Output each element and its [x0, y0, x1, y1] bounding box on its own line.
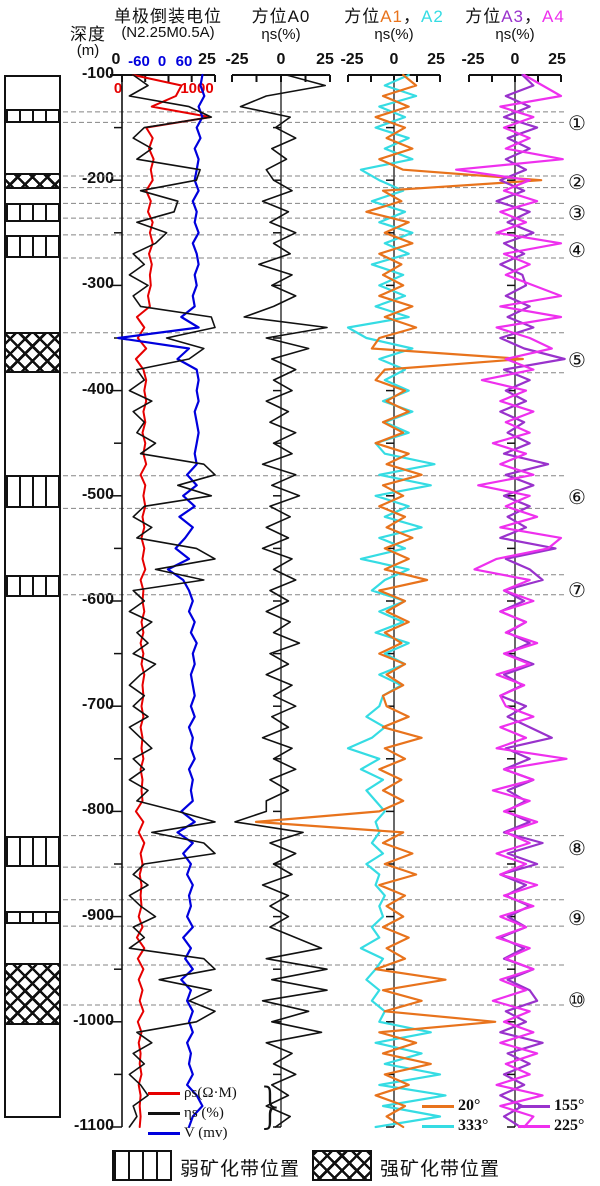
lith-band-strong [6, 962, 59, 1025]
curve-A2 [346, 73, 447, 1129]
track4-subtitle: ηs(%) [495, 26, 535, 43]
curve-A1 [254, 73, 543, 1129]
zone-label: ② [568, 170, 586, 195]
legend-label: 155° [554, 1097, 585, 1114]
zone-label: ⑧ [568, 836, 586, 861]
legend-line-swatch [422, 1104, 454, 1108]
legend-line-swatch [148, 1091, 180, 1095]
track1-subtitle: (N2.25M0.5A) [121, 24, 215, 41]
depth-label: -100 [81, 65, 114, 82]
curve-A4 [455, 73, 568, 1129]
legend-row: ηs (%) [148, 1103, 237, 1123]
legend-label: 333° [458, 1117, 489, 1134]
t1-scale-25: 25 [198, 51, 216, 68]
lith-band-weak [6, 835, 59, 868]
lith-band-weak [6, 234, 59, 259]
depth-label: -400 [81, 380, 114, 398]
legend-row: V (mv) [148, 1123, 237, 1143]
lith-band-weak [6, 474, 59, 509]
t1-scale-0: 0 [111, 51, 121, 68]
t4-scale-m25: -25 [461, 51, 485, 68]
zone-label: ③ [568, 200, 586, 225]
t1-scale-60: 60 [175, 53, 193, 70]
curve-eta [128, 74, 216, 1128]
legend-brace: } [256, 1078, 287, 1134]
zone-label: ⑨ [568, 905, 586, 930]
lith-band-strong [6, 172, 59, 189]
lith-band-weak [6, 203, 59, 223]
t1-scale-0b: 0 [157, 53, 167, 70]
track1-title: 单极倒装电位 [114, 7, 222, 26]
legend-label: 20° [458, 1097, 481, 1114]
legend-row: 225° [518, 1116, 584, 1136]
zone-label: ⑩ [568, 987, 586, 1012]
lith-band-strong [6, 331, 59, 373]
depth-label: -700 [81, 696, 114, 714]
legend-label: 225° [554, 1117, 585, 1134]
depth-unit: (m) [76, 42, 100, 59]
t4-scale-25: 25 [548, 51, 566, 68]
zone-label: ① [568, 111, 586, 136]
curve-rho [132, 74, 212, 1128]
legend-line-swatch [518, 1104, 550, 1108]
zone-label: ⑥ [568, 484, 586, 509]
track2-subtitle: ηs(%) [261, 26, 301, 43]
t1-red-scale-0: 0 [113, 80, 123, 97]
depth-header: 深度 [70, 25, 106, 44]
legend-line-swatch [422, 1124, 454, 1128]
legend-label: ρs(Ω·M) [184, 1084, 237, 1101]
zone-label: ④ [568, 237, 586, 262]
depth-label: -600 [81, 591, 114, 608]
track3-subtitle: ηs(%) [374, 26, 414, 43]
depth-label: -900 [81, 906, 114, 924]
track3-legend: 20° 333° [422, 1096, 488, 1136]
depth-label: -800 [81, 801, 114, 819]
depth-label: -500 [81, 485, 114, 503]
track1-legend: ρs(Ω·M) ηs (%) V (mv) [148, 1083, 237, 1143]
zone-label: ⑤ [568, 348, 586, 373]
lith-band-weak [6, 574, 59, 597]
legend-line-swatch [148, 1131, 180, 1135]
depth-label: -1100 [73, 1117, 114, 1134]
weak-zone-swatch [112, 1150, 172, 1181]
curve-V [116, 73, 206, 1129]
lith-band-weak [6, 108, 59, 124]
track4-title: 方位A3，A4 [465, 7, 565, 26]
legend-row: ρs(Ω·M) [148, 1083, 237, 1103]
legend-label: ηs (%) [184, 1104, 224, 1121]
lith-band-weak [6, 911, 59, 924]
legend-row: 20° [422, 1096, 488, 1116]
t4-scale-0: 0 [510, 51, 520, 68]
strong-zone-label: 强矿化带位置 [380, 1159, 501, 1180]
curve-A0 [234, 74, 328, 1128]
depth-label: -200 [81, 170, 114, 188]
zone-label: ⑦ [568, 578, 586, 603]
legend-row: 333° [422, 1116, 488, 1136]
depth-label: -1000 [73, 1011, 114, 1029]
legend-line-swatch [148, 1111, 180, 1115]
track4-legend: 155° 225° [518, 1096, 584, 1136]
legend-label: V (mv) [184, 1124, 228, 1141]
t1-red-scale-1000: 1000 [180, 80, 214, 97]
t3-scale-25: 25 [427, 51, 445, 68]
depth-label: -300 [81, 275, 114, 293]
t1-scale-m60: -60 [128, 53, 150, 70]
t3-scale-0: 0 [389, 51, 399, 68]
t2-scale-0: 0 [276, 51, 286, 68]
track3-title: 方位A1，A2 [344, 7, 444, 26]
track2-title: 方位A0 [251, 7, 311, 26]
t2-scale-25: 25 [316, 51, 334, 68]
t2-scale-m25: -25 [225, 51, 249, 68]
strong-zone-swatch [312, 1150, 372, 1181]
t3-scale-m25: -25 [340, 51, 364, 68]
weak-zone-label: 弱矿化带位置 [180, 1159, 301, 1180]
legend-line-swatch [518, 1124, 550, 1128]
legend-row: 155° [518, 1096, 584, 1116]
